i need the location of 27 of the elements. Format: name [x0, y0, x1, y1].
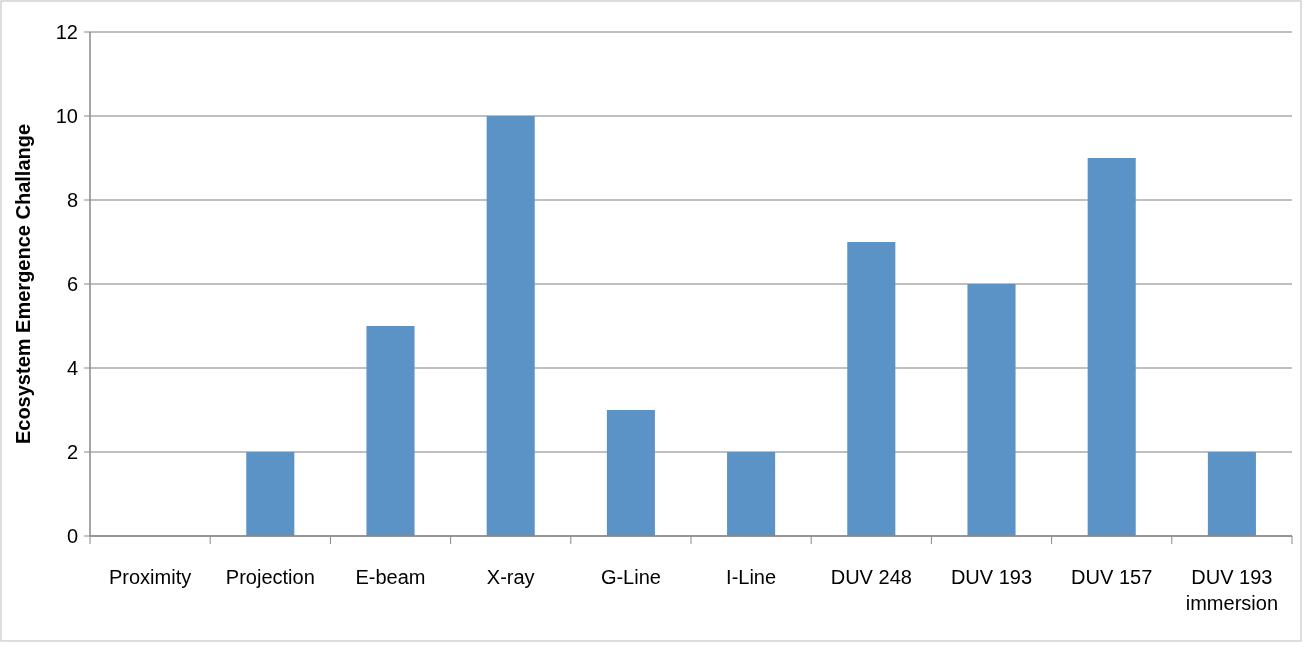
x-tick-label: DUV 248 [830, 566, 912, 588]
x-tick-label: Proximity [108, 566, 192, 588]
bar [727, 452, 776, 536]
bar [246, 452, 295, 536]
y-tick-label: 0 [66, 525, 78, 547]
bar [486, 116, 535, 536]
y-tick-label: 4 [66, 357, 78, 379]
bar [606, 410, 655, 536]
x-tick-label: I-Line [726, 566, 777, 588]
x-tick-label: Projection [225, 566, 315, 588]
x-tick-label: G-Line [600, 566, 661, 588]
y-tick-label: 2 [66, 441, 78, 463]
x-tick-label: DUV 193 [950, 566, 1033, 588]
x-tick-label: E-beam [355, 566, 426, 588]
bar [1087, 158, 1136, 536]
y-tick-label: 10 [55, 105, 78, 127]
x-tick-label: X-ray [486, 566, 535, 588]
bar [366, 326, 415, 536]
x-tick-label: DUV 193 immersion [1185, 566, 1279, 614]
y-axis-title: Ecosystem Emergence Challange [12, 123, 34, 445]
bar [1207, 452, 1256, 536]
y-tick-label: 6 [66, 273, 78, 295]
bar [847, 242, 896, 536]
y-tick-label: 8 [66, 189, 78, 211]
bar [967, 284, 1016, 536]
x-tick-label: DUV 157 [1071, 566, 1153, 588]
y-tick-label: 12 [55, 21, 78, 43]
